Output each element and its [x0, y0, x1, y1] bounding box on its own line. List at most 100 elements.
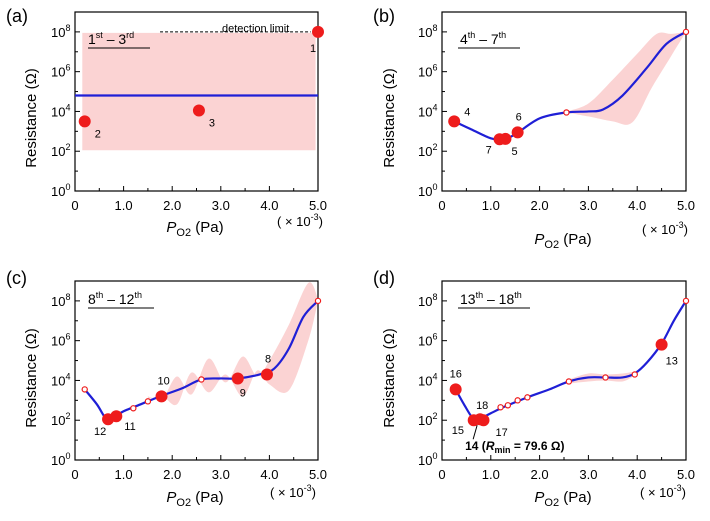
panel-a: 100 102 104 106 108 0 1.0 2.0 3.0 4.0 5.0 2 3 1 (a) R…: [6, 6, 327, 239]
minor-data-point: [682, 297, 690, 305]
point-label: 6: [516, 111, 522, 123]
x-tick-label: 0: [438, 467, 445, 482]
x-tick-label: 0: [438, 198, 445, 213]
point-label: 13: [666, 356, 678, 368]
x-multiplier: ( × 10-3): [640, 483, 686, 500]
uncertainty-band: [147, 282, 318, 406]
point-label: 15: [452, 425, 464, 437]
detection-limit-label: detection limit: [222, 23, 289, 35]
x-tick-label: 0: [71, 467, 78, 482]
minor-data-point: [631, 371, 638, 378]
y-tick-label: 108: [51, 292, 70, 309]
data-point: [155, 390, 168, 403]
x-tick-label: 4.0: [260, 198, 278, 213]
data-point: [448, 115, 461, 128]
point-label: 18: [476, 400, 488, 412]
data-point: [110, 410, 123, 423]
y-tick-label: 106: [418, 332, 437, 349]
data-point: [260, 368, 273, 381]
point-label: 9: [240, 387, 246, 399]
data-point: [78, 115, 91, 128]
minor-data-point: [524, 394, 531, 401]
y-tick-label: 106: [51, 63, 70, 80]
minor-data-point: [144, 398, 152, 405]
point-label: 7: [486, 144, 492, 156]
minor-data-point: [497, 404, 504, 411]
plot-area: 100 102 104 106 108 0 1.0 2.0 3.0 4.0 5.0 4 7 5 6: [418, 11, 695, 213]
y-tick-label: 104: [418, 371, 437, 388]
svg-text:( × 10-3): ( × 10-3): [277, 212, 323, 229]
x-axis-title: PO2 (Pa): [166, 219, 223, 239]
point-label: 5: [511, 146, 517, 158]
point-label: 2: [95, 128, 101, 140]
minor-data-point: [314, 297, 322, 305]
point-label: 16: [450, 368, 462, 380]
y-tick-label: 108: [418, 292, 437, 309]
data-point: [231, 372, 244, 385]
minor-data-point: [682, 28, 690, 36]
y-tick-label: 106: [51, 332, 70, 349]
point-label: 3: [209, 117, 215, 129]
x-tick-label: 1.0: [482, 198, 500, 213]
uncertainty-band: [82, 32, 316, 151]
svg-text:4th – 7th: 4th – 7th: [460, 30, 506, 47]
x-tick-label: 1.0: [482, 467, 500, 482]
minor-data-point: [81, 386, 88, 393]
x-tick-label: 4.0: [628, 467, 646, 482]
x-tick-label: 3.0: [212, 198, 230, 213]
y-tick-label: 102: [51, 142, 70, 159]
x-multiplier: ( × 10-3): [277, 212, 323, 229]
y-axis-title: Resistance (Ω): [23, 328, 40, 428]
x-tick-label: 2.0: [163, 198, 181, 213]
plot-area: 100 102 104 106 108 0 1.0 2.0 3.0 4.0 5.0 12 11 10 9 8: [51, 280, 327, 482]
svg-text:8th – 12th: 8th – 12th: [88, 290, 142, 307]
svg-text:PO2 (Pa): PO2 (Pa): [166, 219, 223, 239]
minor-data-point: [565, 378, 573, 385]
point-label: 12: [94, 426, 106, 438]
x-tick-label: 4.0: [628, 198, 646, 213]
svg-text:( × 10-3): ( × 10-3): [640, 483, 686, 500]
svg-text:Resistance (Ω): Resistance (Ω): [23, 328, 40, 428]
minor-data-point: [198, 376, 205, 383]
y-axis-title: Resistance (Ω): [23, 68, 40, 168]
data-point: [449, 383, 462, 396]
x-axis-title: PO2 (Pa): [534, 231, 591, 251]
series-title: 4th – 7th: [458, 30, 520, 49]
x-tick-label: 3.0: [579, 198, 597, 213]
x-tick-label: 2.0: [531, 198, 549, 213]
x-tick-label: 0: [71, 198, 78, 213]
x-axis-title: PO2 (Pa): [534, 489, 591, 509]
data-point: [499, 132, 512, 145]
y-tick-label: 102: [51, 411, 70, 428]
x-tick-label: 1.0: [115, 467, 133, 482]
svg-text:Resistance (Ω): Resistance (Ω): [381, 328, 398, 428]
series-title: 8th – 12th: [88, 290, 154, 309]
x-axis-title: PO2 (Pa): [166, 489, 223, 509]
series-title: 1st – 3rd: [88, 30, 150, 49]
x-multiplier: ( × 10-3): [642, 220, 688, 237]
minor-data-point: [602, 374, 609, 381]
y-tick-label: 104: [51, 371, 70, 388]
minor-data-point: [130, 405, 137, 412]
series-title: 13th – 18th: [458, 290, 530, 309]
svg-text:14 (Rmin = 79.6 Ω): 14 (Rmin = 79.6 Ω): [465, 439, 564, 455]
x-tick-label: 5.0: [677, 467, 695, 482]
y-tick-label: 104: [51, 102, 70, 119]
y-tick-label: 100: [418, 451, 437, 468]
minor-data-point: [514, 397, 521, 404]
x-tick-label: 5.0: [677, 198, 695, 213]
point-label: 1: [310, 43, 316, 55]
panel-label: (a): [6, 6, 28, 26]
point-label: 4: [464, 106, 470, 118]
x-tick-label: 4.0: [260, 467, 278, 482]
y-tick-label: 108: [51, 23, 70, 40]
x-tick-label: 3.0: [212, 467, 230, 482]
data-point: [312, 25, 324, 38]
svg-text:PO2 (Pa): PO2 (Pa): [534, 231, 591, 251]
min-resistance-annotation: 14 (Rmin = 79.6 Ω): [465, 439, 564, 455]
y-tick-label: 100: [51, 182, 70, 199]
x-multiplier: ( × 10-3): [270, 483, 316, 500]
